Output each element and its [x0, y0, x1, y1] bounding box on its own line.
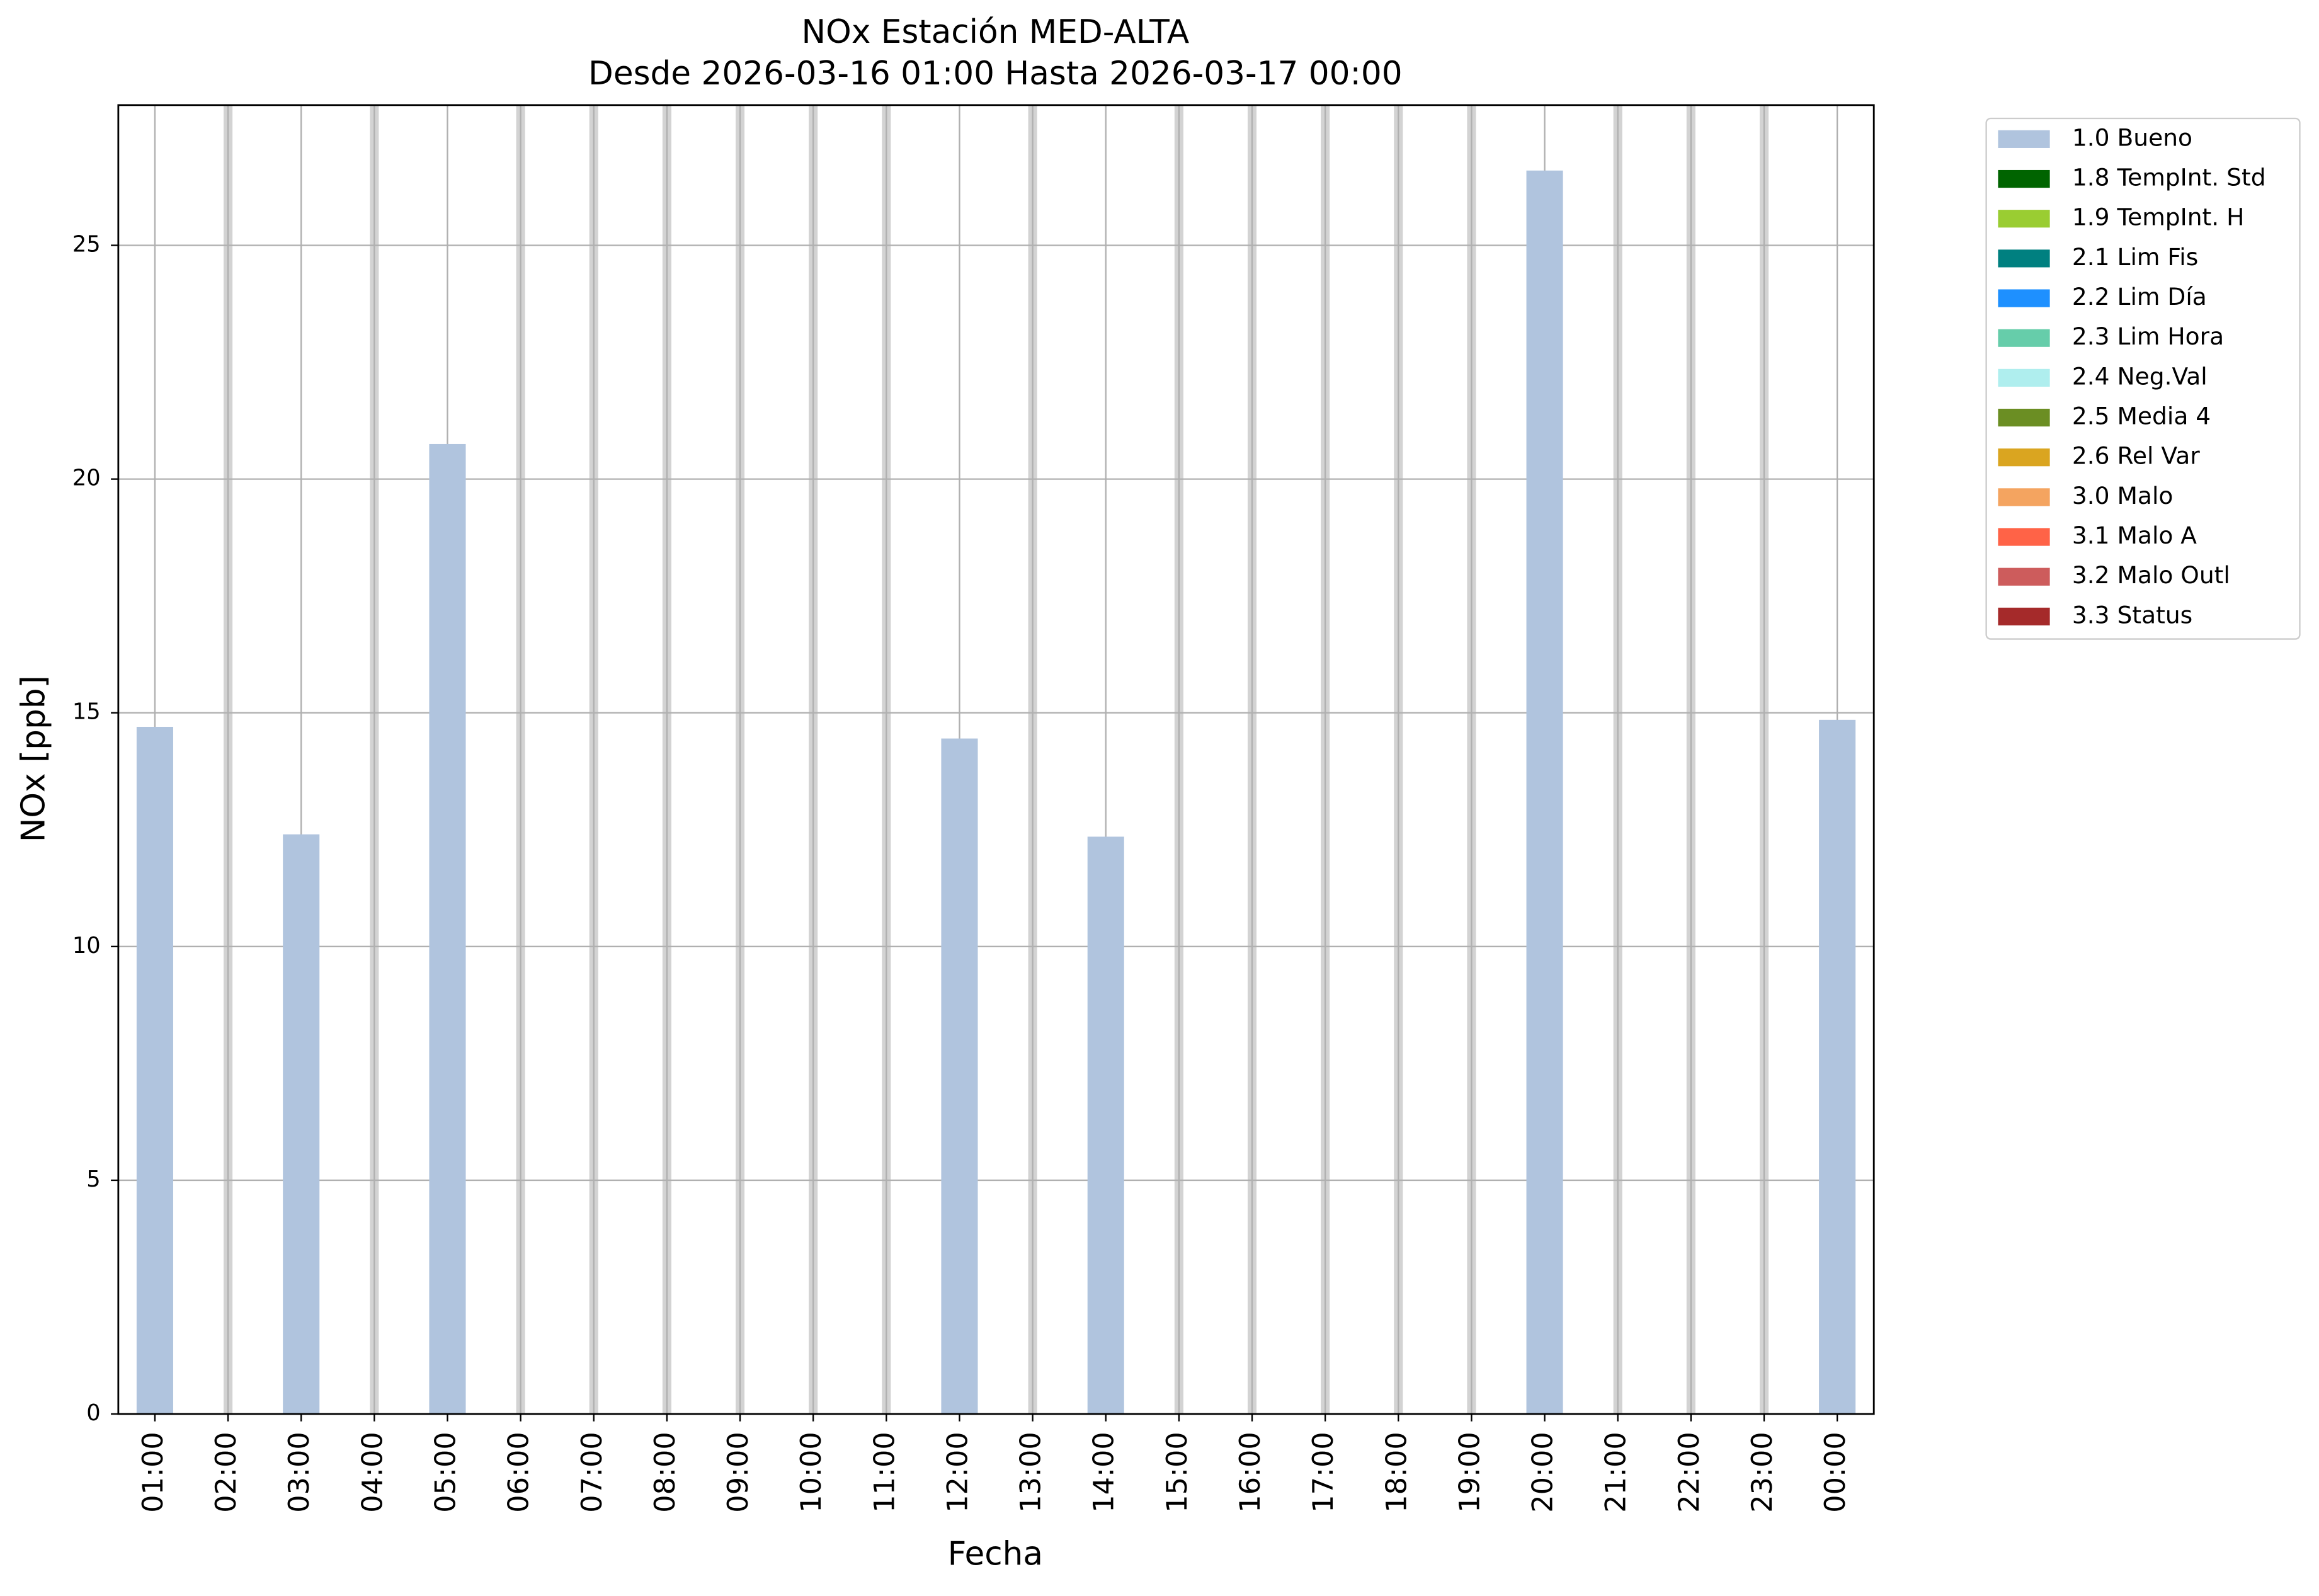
x-tick-label: 20:00 — [1527, 1432, 1559, 1513]
legend-swatch — [1998, 368, 2050, 387]
bar — [1087, 836, 1124, 1415]
y-tick-label: 15 — [72, 699, 101, 725]
x-tick-label: 15:00 — [1161, 1432, 1194, 1513]
y-tick-label: 5 — [86, 1166, 100, 1192]
legend-label: 3.1 Malo A — [2072, 522, 2197, 549]
legend-label: 1.8 TempInt. Std — [2072, 164, 2266, 191]
chart-subtitle: Desde 2026-03-16 01:00 Hasta 2026-03-17 … — [588, 55, 1403, 93]
bar — [941, 738, 978, 1415]
x-tick-label: 09:00 — [722, 1432, 755, 1513]
legend-label: 2.5 Media 4 — [2072, 402, 2211, 430]
x-tick-label: 10:00 — [795, 1432, 828, 1513]
legend-swatch — [1998, 488, 2050, 506]
legend-swatch — [1998, 329, 2050, 347]
legend-label: 2.1 Lim Fis — [2072, 243, 2198, 271]
legend-label: 2.2 Lim Día — [2072, 283, 2207, 311]
x-tick-label: 04:00 — [356, 1432, 389, 1513]
x-tick-label: 03:00 — [283, 1432, 316, 1513]
x-tick-label: 00:00 — [1819, 1432, 1852, 1513]
x-tick-label: 16:00 — [1234, 1432, 1267, 1513]
plot-frame — [117, 104, 1875, 1415]
x-tick-label: 13:00 — [1015, 1432, 1047, 1513]
legend-swatch — [1998, 528, 2050, 546]
legend: 1.0 Bueno 1.8 TempInt. Std 1.9 TempInt. H 2… — [1998, 123, 2266, 629]
x-tick-label: 22:00 — [1673, 1432, 1706, 1513]
y-tick-label: 25 — [72, 232, 101, 258]
bar — [1526, 170, 1563, 1415]
legend-swatch — [1998, 448, 2050, 467]
bar — [283, 834, 320, 1415]
x-tick-label: 18:00 — [1380, 1432, 1413, 1513]
y-tick-label: 10 — [72, 933, 101, 959]
legend-label: 3.2 Malo Outl — [2072, 561, 2230, 589]
legend-swatch — [1998, 249, 2050, 268]
plot-area: 0 5 10 15 20 25 01:00 02:00 03:00 04:00 05:00 06:00… — [72, 105, 1874, 1513]
legend-label: 3.0 Malo — [2072, 482, 2174, 510]
chart-title: NOx Estación MED-ALTA — [802, 13, 1190, 51]
legend-swatch — [1998, 130, 2050, 148]
x-axis-label: Fecha — [948, 1535, 1043, 1573]
x-tick-label: 12:00 — [941, 1432, 974, 1513]
x-tick-label: 21:00 — [1600, 1432, 1632, 1513]
legend-label: 2.3 Lim Hora — [2072, 322, 2224, 350]
legend-swatch — [1998, 607, 2050, 625]
legend-label: 1.9 TempInt. H — [2072, 203, 2245, 231]
bar — [1819, 719, 1856, 1415]
y-axis-label: NOx [ppb] — [14, 675, 52, 842]
x-tick-label: 08:00 — [649, 1432, 681, 1513]
bar — [136, 726, 173, 1415]
x-tick-label: 11:00 — [868, 1432, 901, 1513]
x-tick-label: 23:00 — [1746, 1432, 1779, 1513]
legend-swatch — [1998, 289, 2050, 307]
x-tick-label: 01:00 — [137, 1432, 169, 1513]
legend-swatch — [1998, 567, 2050, 586]
y-tick-label: 0 — [86, 1400, 100, 1426]
legend-label: 3.3 Status — [2072, 601, 2192, 629]
x-tick-label: 17:00 — [1307, 1432, 1340, 1513]
legend-swatch — [1998, 210, 2050, 228]
y-tick-label: 20 — [72, 465, 101, 491]
x-tick-label: 07:00 — [576, 1432, 608, 1513]
legend-box — [1985, 117, 2301, 640]
legend-swatch — [1998, 169, 2050, 188]
x-tick-label: 02:00 — [210, 1432, 242, 1513]
bar — [429, 443, 466, 1415]
x-tick-label: 06:00 — [503, 1432, 535, 1513]
legend-label: 1.0 Bueno — [2072, 123, 2192, 151]
x-tick-label: 19:00 — [1453, 1432, 1486, 1513]
x-tick-label: 14:00 — [1088, 1432, 1120, 1513]
legend-swatch — [1998, 408, 2050, 427]
x-tick-label: 05:00 — [429, 1432, 462, 1513]
legend-label: 2.6 Rel Var — [2072, 442, 2200, 470]
legend-label: 2.4 Neg.Val — [2072, 362, 2208, 390]
